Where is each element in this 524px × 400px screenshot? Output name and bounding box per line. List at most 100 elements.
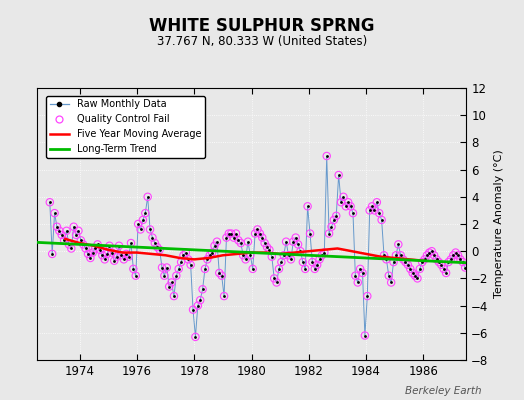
Point: [115, 242, 123, 249]
Point: [399, 256, 407, 262]
Point: [48, 251, 57, 257]
Point: [113, 254, 121, 260]
Point: [244, 238, 252, 245]
Point: [432, 256, 441, 262]
Point: [452, 249, 460, 256]
Point: [423, 252, 431, 258]
Point: [318, 252, 326, 258]
Point: [220, 293, 228, 299]
Point: [222, 234, 231, 241]
Point: [409, 270, 417, 276]
Point: [385, 272, 393, 279]
Point: [322, 153, 331, 159]
Point: [119, 256, 128, 262]
Point: [418, 259, 427, 265]
Point: [413, 275, 422, 282]
Point: [217, 272, 226, 279]
Point: [119, 256, 128, 262]
Point: [260, 240, 269, 246]
Point: [225, 230, 233, 237]
Point: [217, 272, 226, 279]
Point: [246, 252, 255, 258]
Point: [77, 237, 85, 244]
Point: [294, 241, 302, 248]
Point: [268, 254, 276, 260]
Point: [174, 266, 183, 272]
Point: [122, 251, 130, 257]
Point: [156, 247, 164, 253]
Point: [237, 240, 245, 246]
Point: [366, 207, 374, 214]
Point: [136, 226, 145, 233]
Point: [279, 252, 288, 258]
Point: [174, 266, 183, 272]
Point: [184, 256, 192, 262]
Point: [98, 252, 106, 258]
Point: [124, 254, 133, 260]
Point: [156, 247, 164, 253]
Point: [101, 256, 109, 262]
Point: [373, 199, 381, 206]
Point: [456, 256, 465, 262]
Point: [394, 241, 402, 248]
Point: [461, 264, 470, 271]
Point: [363, 293, 372, 299]
Point: [172, 272, 181, 279]
Point: [127, 240, 135, 246]
Point: [167, 279, 176, 286]
Point: [303, 203, 312, 210]
Point: [62, 228, 71, 234]
Point: [272, 279, 281, 286]
Point: [437, 262, 445, 268]
Point: [375, 210, 384, 216]
Point: [139, 217, 147, 223]
Point: [337, 199, 345, 206]
Point: [444, 259, 453, 265]
Point: [81, 245, 90, 252]
Point: [110, 258, 118, 264]
Point: [101, 256, 109, 262]
Point: [289, 238, 298, 245]
Point: [124, 254, 133, 260]
Text: 37.767 N, 80.333 W (United States): 37.767 N, 80.333 W (United States): [157, 36, 367, 48]
Point: [268, 254, 276, 260]
Point: [60, 237, 68, 244]
Point: [248, 266, 257, 272]
Point: [263, 244, 271, 250]
Point: [227, 230, 235, 237]
Point: [55, 228, 63, 234]
Point: [160, 272, 169, 279]
Point: [77, 237, 85, 244]
Point: [46, 199, 54, 206]
Point: [239, 252, 247, 258]
Point: [210, 242, 219, 249]
Point: [428, 248, 436, 254]
Point: [108, 249, 116, 256]
Point: [442, 270, 450, 276]
Point: [117, 252, 126, 258]
Point: [354, 279, 362, 286]
Point: [89, 249, 97, 256]
Point: [291, 234, 300, 241]
Point: [301, 266, 310, 272]
Point: [148, 234, 157, 241]
Point: [53, 224, 61, 230]
Point: [425, 249, 433, 256]
Point: [344, 199, 353, 206]
Point: [103, 251, 111, 257]
Point: [308, 259, 316, 265]
Point: [220, 293, 228, 299]
Point: [420, 256, 429, 262]
Point: [79, 241, 88, 248]
Point: [454, 252, 462, 258]
Point: [432, 256, 441, 262]
Point: [387, 279, 396, 286]
Point: [132, 272, 140, 279]
Point: [342, 203, 350, 210]
Point: [177, 259, 185, 265]
Point: [277, 259, 286, 265]
Point: [299, 259, 307, 265]
Point: [60, 237, 68, 244]
Point: [234, 237, 243, 244]
Point: [277, 259, 286, 265]
